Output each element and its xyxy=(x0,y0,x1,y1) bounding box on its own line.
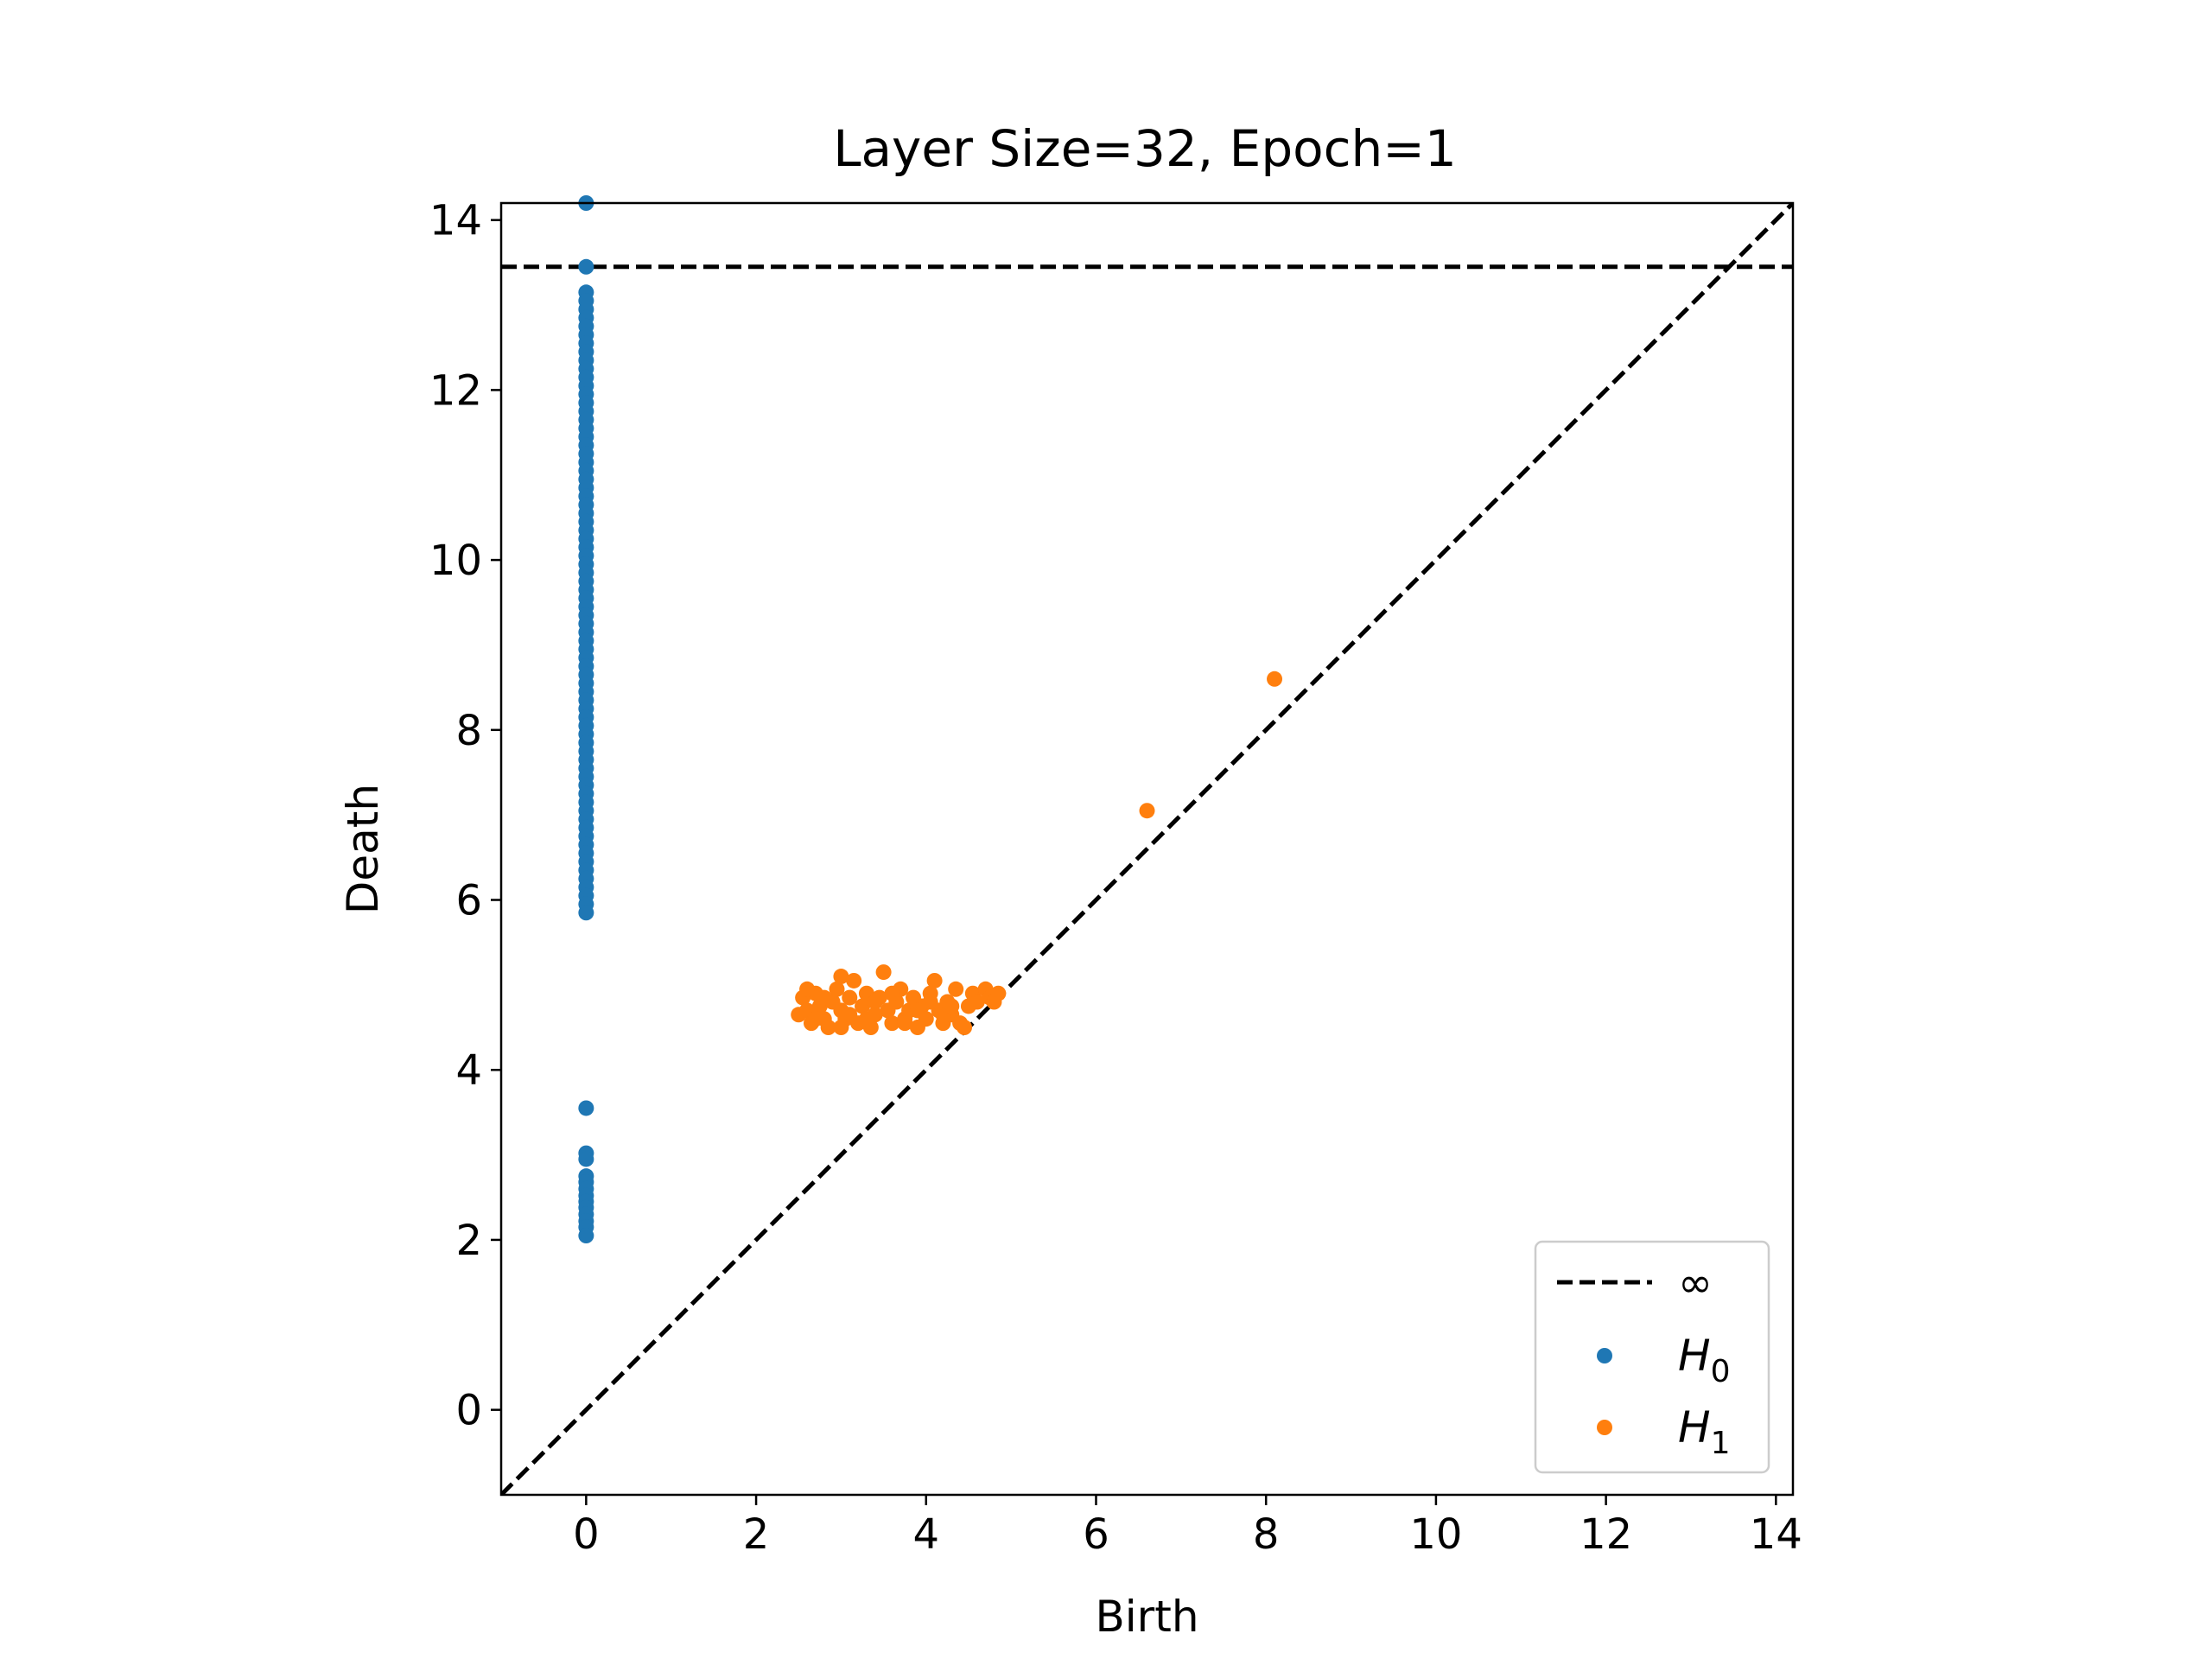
y-axis: 0 2 4 6 8 10 12 14 xyxy=(429,197,501,1435)
point-h1 xyxy=(1139,803,1155,819)
x-axis-label: Birth xyxy=(1095,1592,1198,1642)
point-h1 xyxy=(829,981,845,997)
point-h1 xyxy=(833,969,849,985)
point-h1 xyxy=(1267,671,1283,687)
point-h1 xyxy=(820,1020,836,1036)
x-tick-label: 2 xyxy=(743,1510,770,1559)
x-tick-label: 6 xyxy=(1083,1510,1109,1559)
y-tick-label: 6 xyxy=(455,877,482,925)
point-h1 xyxy=(884,1015,900,1032)
point-h1 xyxy=(969,994,985,1010)
y-tick-label: 0 xyxy=(455,1387,482,1435)
point-h1 xyxy=(816,989,832,1006)
point-h1 xyxy=(833,1020,849,1036)
point-h1 xyxy=(922,994,938,1010)
y-tick-label: 2 xyxy=(455,1217,482,1265)
diagonal-line xyxy=(501,203,1793,1495)
x-tick-label: 4 xyxy=(913,1510,940,1559)
point-h1 xyxy=(948,981,964,997)
y-tick-label: 12 xyxy=(429,366,482,415)
point-h0 xyxy=(578,1228,594,1244)
point-h1 xyxy=(807,1011,823,1027)
point-h1 xyxy=(897,1015,913,1032)
point-h1 xyxy=(884,985,900,1001)
x-tick-label: 12 xyxy=(1580,1510,1632,1559)
diagonal-layer xyxy=(501,203,1793,1495)
series-h1 xyxy=(791,671,1283,1036)
point-h0 xyxy=(578,1100,594,1116)
legend-box xyxy=(1534,1240,1770,1474)
point-h1 xyxy=(855,998,871,1014)
chart-title: Layer Size=32, Epoch=1 xyxy=(833,119,1457,178)
point-h1 xyxy=(799,981,816,997)
point-h1 xyxy=(909,1002,925,1019)
point-h1 xyxy=(875,964,892,981)
y-tick-label: 4 xyxy=(455,1046,482,1095)
x-tick-label: 8 xyxy=(1253,1510,1280,1559)
point-h1 xyxy=(858,1011,874,1027)
legend-swatch-h0 xyxy=(1597,1348,1612,1363)
legend-swatch-h1 xyxy=(1597,1420,1612,1435)
point-h1 xyxy=(842,989,858,1006)
point-h1 xyxy=(990,985,1007,1001)
x-tick-label: 10 xyxy=(1409,1510,1462,1559)
point-h1 xyxy=(842,1007,858,1023)
x-tick-label: 0 xyxy=(573,1510,600,1559)
x-tick-label: 14 xyxy=(1750,1510,1802,1559)
y-tick-label: 10 xyxy=(429,537,482,585)
plot-frame xyxy=(499,201,1795,1497)
legend-infinity-label: ∞ xyxy=(1678,1259,1713,1307)
x-axis: 0 2 4 6 8 10 12 14 xyxy=(573,1495,1802,1559)
series-h0 xyxy=(578,195,594,1244)
point-h0 xyxy=(578,905,594,921)
point-h1 xyxy=(944,998,960,1014)
y-tick-label: 14 xyxy=(429,197,482,245)
point-h1 xyxy=(867,994,883,1010)
y-axis-label: Death xyxy=(338,784,388,914)
point-h0 xyxy=(578,1151,594,1167)
point-h1 xyxy=(846,972,862,988)
y-tick-label: 8 xyxy=(455,707,482,755)
point-h1 xyxy=(957,1020,973,1036)
point-h1 xyxy=(926,972,943,988)
points-layer xyxy=(578,195,1283,1244)
point-h0 xyxy=(578,258,594,275)
